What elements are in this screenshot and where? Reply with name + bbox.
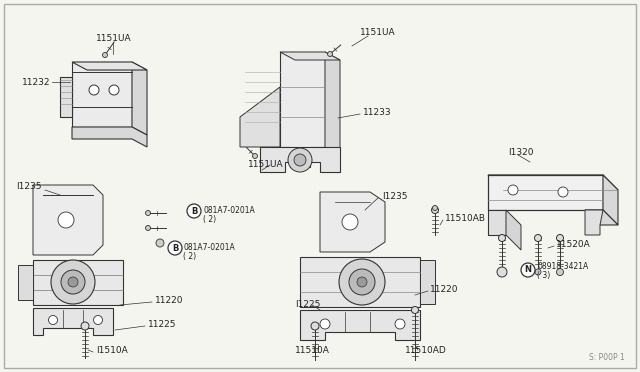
Text: I1510A: I1510A xyxy=(96,346,128,355)
Circle shape xyxy=(145,225,150,231)
Text: 11232: 11232 xyxy=(22,78,51,87)
Circle shape xyxy=(521,263,535,277)
Text: 11225: 11225 xyxy=(148,320,177,329)
Circle shape xyxy=(497,267,507,277)
Polygon shape xyxy=(585,210,603,235)
Polygon shape xyxy=(18,265,33,300)
Polygon shape xyxy=(420,260,435,304)
Circle shape xyxy=(187,204,201,218)
Polygon shape xyxy=(488,210,506,235)
Polygon shape xyxy=(260,147,340,172)
Text: 1151UA: 1151UA xyxy=(96,34,132,43)
Circle shape xyxy=(535,269,541,275)
Circle shape xyxy=(61,270,85,294)
Circle shape xyxy=(328,51,333,57)
Text: 081A7-0201A: 081A7-0201A xyxy=(183,243,235,252)
Polygon shape xyxy=(72,127,147,147)
Polygon shape xyxy=(33,260,123,305)
Text: B: B xyxy=(172,244,178,253)
Polygon shape xyxy=(33,185,103,255)
Circle shape xyxy=(89,85,99,95)
Circle shape xyxy=(49,315,58,324)
Circle shape xyxy=(145,211,150,215)
Circle shape xyxy=(311,322,319,330)
Circle shape xyxy=(357,277,367,287)
Polygon shape xyxy=(603,175,618,225)
Circle shape xyxy=(156,239,164,247)
Polygon shape xyxy=(506,210,521,250)
Circle shape xyxy=(168,241,182,255)
Text: I1235: I1235 xyxy=(16,182,42,191)
Circle shape xyxy=(320,319,330,329)
Text: N: N xyxy=(525,266,531,275)
Polygon shape xyxy=(240,87,280,147)
Circle shape xyxy=(68,277,78,287)
Polygon shape xyxy=(33,308,113,335)
Polygon shape xyxy=(72,62,147,70)
Polygon shape xyxy=(300,310,420,340)
Polygon shape xyxy=(72,62,132,127)
Text: ( 2): ( 2) xyxy=(183,252,196,261)
Circle shape xyxy=(342,214,358,230)
Circle shape xyxy=(499,234,506,241)
Text: I1225: I1225 xyxy=(295,300,321,309)
Text: 11220: 11220 xyxy=(155,296,184,305)
Circle shape xyxy=(253,154,257,158)
Circle shape xyxy=(93,315,102,324)
Circle shape xyxy=(109,85,119,95)
Circle shape xyxy=(412,307,419,314)
Text: 11510AB: 11510AB xyxy=(445,214,486,223)
Text: B: B xyxy=(191,206,197,215)
Text: ( 3): ( 3) xyxy=(537,271,550,280)
Circle shape xyxy=(58,212,74,228)
Circle shape xyxy=(557,234,563,241)
Text: 11510AD: 11510AD xyxy=(405,346,447,355)
Polygon shape xyxy=(60,77,72,117)
Circle shape xyxy=(395,319,405,329)
Circle shape xyxy=(557,269,563,276)
Polygon shape xyxy=(585,210,618,225)
Text: 11220: 11220 xyxy=(430,285,458,294)
Polygon shape xyxy=(280,52,325,167)
Polygon shape xyxy=(325,52,340,155)
Polygon shape xyxy=(132,62,147,135)
Polygon shape xyxy=(280,52,340,60)
Circle shape xyxy=(288,148,312,172)
Polygon shape xyxy=(488,175,618,190)
Circle shape xyxy=(294,154,306,166)
Circle shape xyxy=(339,259,385,305)
Circle shape xyxy=(349,269,375,295)
Text: 1151UA: 1151UA xyxy=(360,28,396,37)
Text: S: P00P 1: S: P00P 1 xyxy=(589,353,625,362)
Text: 11510A: 11510A xyxy=(295,346,330,355)
Circle shape xyxy=(558,187,568,197)
Circle shape xyxy=(51,260,95,304)
Circle shape xyxy=(81,322,89,330)
Circle shape xyxy=(102,52,108,58)
Circle shape xyxy=(433,205,438,211)
Text: 11520A: 11520A xyxy=(556,240,591,249)
Text: 081A7-0201A: 081A7-0201A xyxy=(203,206,255,215)
Circle shape xyxy=(508,185,518,195)
Text: 1151UA: 1151UA xyxy=(248,160,284,169)
Polygon shape xyxy=(488,175,603,210)
Polygon shape xyxy=(320,192,385,252)
Circle shape xyxy=(431,206,438,214)
Text: 08918-3421A: 08918-3421A xyxy=(537,262,588,271)
Polygon shape xyxy=(300,257,420,307)
Text: 11233: 11233 xyxy=(363,108,392,117)
Text: I1320: I1320 xyxy=(508,148,534,157)
Text: ( 2): ( 2) xyxy=(203,215,216,224)
Text: I1235: I1235 xyxy=(382,192,408,201)
Circle shape xyxy=(534,234,541,241)
